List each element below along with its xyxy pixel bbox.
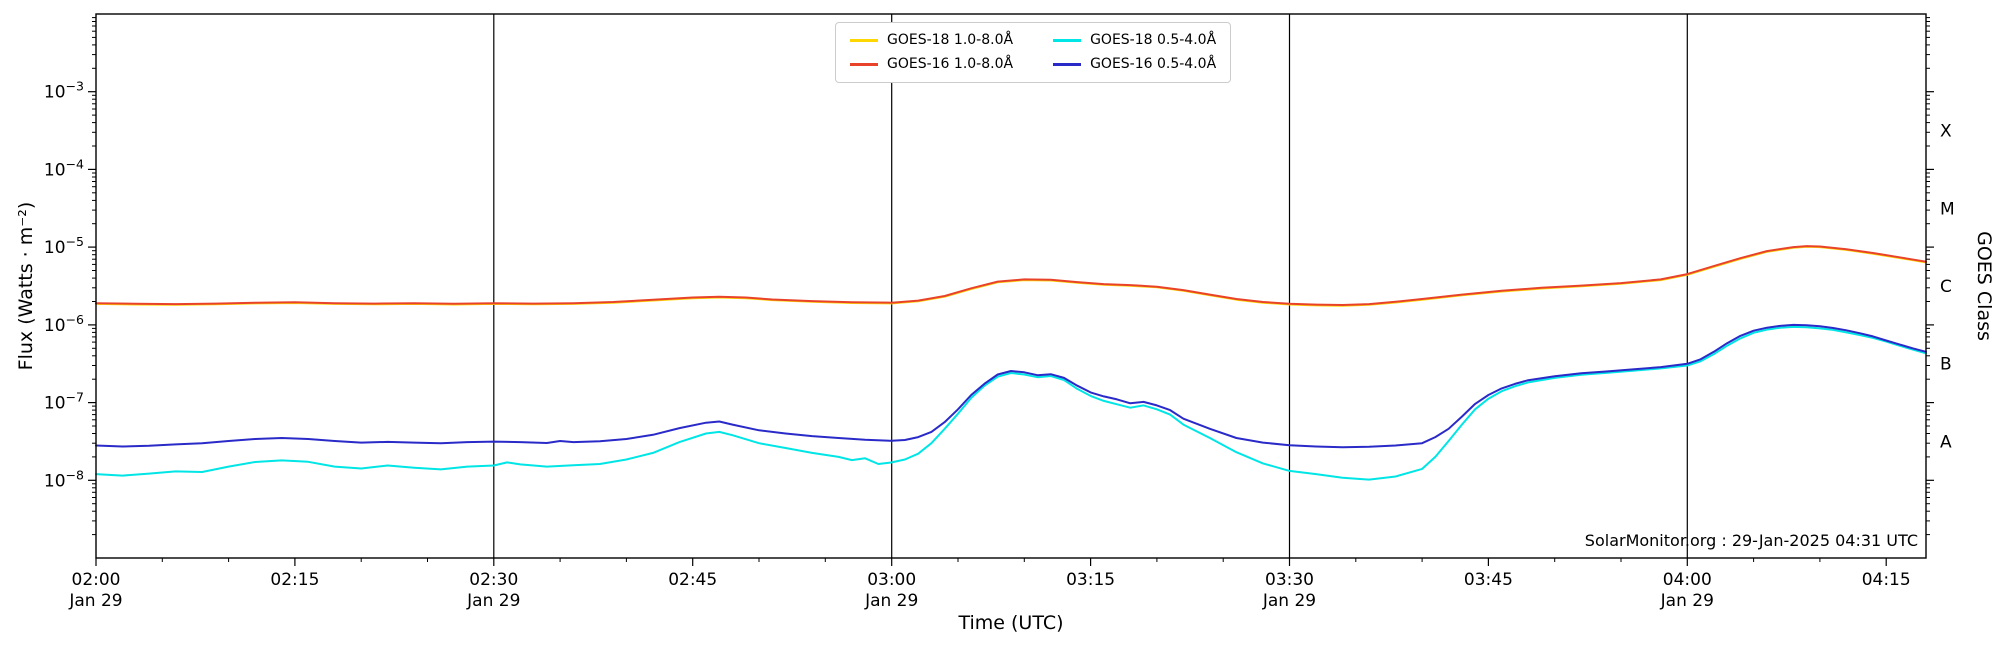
legend-item-goes-16-0-5-4-0: GOES-16 0.5-4.0Å bbox=[1053, 56, 1216, 73]
x-tick-label: 02:00 Jan 29 bbox=[68, 570, 122, 611]
legend-line-sample bbox=[850, 38, 878, 42]
y-tick-label: 10−6 bbox=[44, 312, 84, 336]
legend-line-sample bbox=[1053, 62, 1082, 66]
x-tick-label: 03:45 bbox=[1464, 570, 1513, 590]
series-line-goes-18-1-0-8-0 bbox=[95, 245, 1927, 307]
goes-class-label: B bbox=[1940, 355, 1952, 375]
legend-item-goes-16-1-0-8-0: GOES-16 1.0-8.0Å bbox=[850, 56, 1013, 73]
series-line-goes-18-0-5-4-0 bbox=[95, 325, 1927, 481]
legend-item-goes-18-0-5-4-0: GOES-18 0.5-4.0Å bbox=[1053, 32, 1216, 49]
x-tick-label: 02:45 bbox=[668, 570, 717, 590]
y-axis-label-goes-class: GOES Class bbox=[1973, 231, 1995, 341]
y-tick-label: 10−7 bbox=[44, 390, 84, 414]
x-tick-label: 03:15 bbox=[1066, 570, 1115, 590]
series-line-goes-16-1-0-8-0 bbox=[95, 245, 1927, 306]
plot-border bbox=[95, 13, 1927, 559]
x-tick-label: 02:15 bbox=[270, 570, 319, 590]
y-axis-label-flux: Flux (Watts · m⁻²) bbox=[15, 201, 37, 371]
goes-class-label: A bbox=[1940, 432, 1952, 452]
goes-class-label: X bbox=[1940, 122, 1952, 142]
x-tick-label: 02:30 Jan 29 bbox=[466, 570, 520, 611]
legend-label: GOES-16 1.0-8.0Å bbox=[887, 55, 1014, 72]
x-axis-label-time: Time (UTC) bbox=[958, 612, 1064, 634]
y-tick-label: 10−8 bbox=[44, 467, 84, 491]
x-tick-label: 04:15 bbox=[1862, 570, 1911, 590]
legend-label: GOES-18 0.5-4.0Å bbox=[1090, 32, 1217, 48]
legend-label: GOES-18 1.0-8.0Å bbox=[887, 32, 1014, 48]
legend-item-goes-18-1-0-8-0: GOES-18 1.0-8.0Å bbox=[850, 32, 1013, 49]
legend-label: GOES-16 0.5-4.0Å bbox=[1090, 55, 1217, 72]
goes-class-label: M bbox=[1940, 199, 1955, 219]
x-tick-label: 03:00 Jan 29 bbox=[864, 570, 918, 611]
x-tick-label: 03:30 Jan 29 bbox=[1262, 570, 1316, 611]
y-tick-label: 10−4 bbox=[44, 156, 84, 180]
legend-line-sample bbox=[850, 62, 878, 66]
legend-line-sample bbox=[1053, 38, 1082, 42]
legend: GOES-18 1.0-8.0Å GOES-16 1.0-8.0Å GOES-18 … bbox=[835, 22, 1232, 83]
x-tick-label: 04:00 Jan 29 bbox=[1660, 570, 1714, 611]
y-tick-label: 10−3 bbox=[44, 79, 84, 103]
goes-class-label: C bbox=[1940, 277, 1952, 297]
y-tick-label: 10−5 bbox=[44, 234, 84, 258]
watermark-text: SolarMonitor.org : 29-Jan-2025 04:31 UTC bbox=[1584, 531, 1918, 550]
series-line-goes-16-0-5-4-0 bbox=[95, 323, 1927, 449]
